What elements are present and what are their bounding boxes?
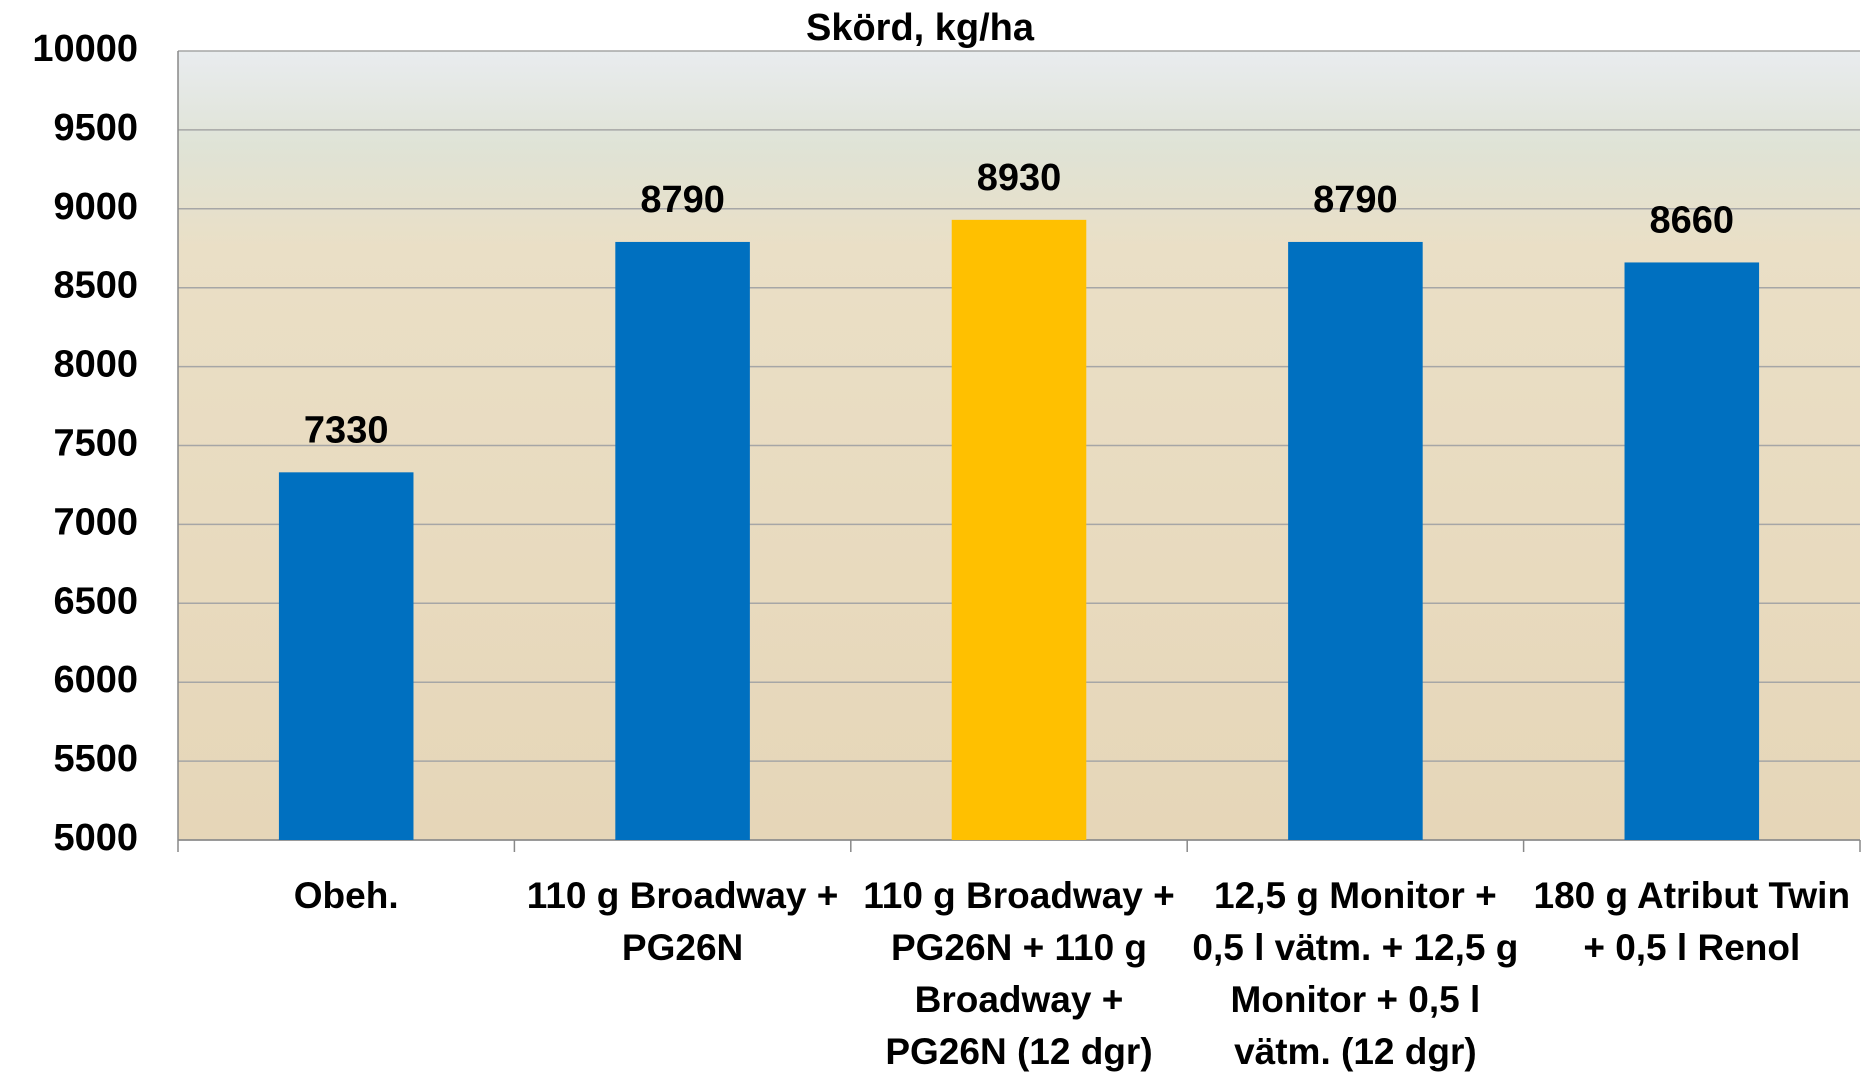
y-tick-label: 8500 [53,265,138,307]
y-tick-label: 7500 [53,423,138,465]
x-tick-label: 12,5 g Monitor + 0,5 l vätm. + 12,5 g Mo… [1192,875,1519,1072]
y-tick-label: 5000 [53,817,138,859]
y-tick-label: 9000 [53,186,138,228]
y-tick-label: 5500 [53,738,138,780]
x-tick-label: 180 g Atribut Twin + 0,5 l Renol [1533,875,1851,968]
y-tick-label: 9500 [53,107,138,149]
bar [615,241,750,841]
bar [951,219,1087,840]
x-tick-label: 110 g Broadway + PG26N [526,875,839,968]
value-label: 8790 [1313,179,1398,221]
x-tick-label: Obeh. [293,875,399,916]
y-tick-label: 6000 [53,659,138,701]
bar [278,472,414,840]
chart-title: Skörd, kg/ha [806,7,1035,49]
value-label: 8660 [1650,199,1735,241]
y-tick-label: 8000 [53,344,138,386]
y-tick-label: 10000 [32,28,138,70]
y-tick-label: 7000 [53,501,138,543]
bar [1624,262,1760,840]
value-label: 8790 [640,179,725,221]
y-tick-label: 6500 [53,580,138,622]
value-label: 7330 [304,409,389,451]
bar [1288,241,1423,841]
value-label: 8930 [977,157,1062,199]
x-tick-label: 110 g Broadway + PG26N + 110 g Broadway … [863,875,1175,1072]
